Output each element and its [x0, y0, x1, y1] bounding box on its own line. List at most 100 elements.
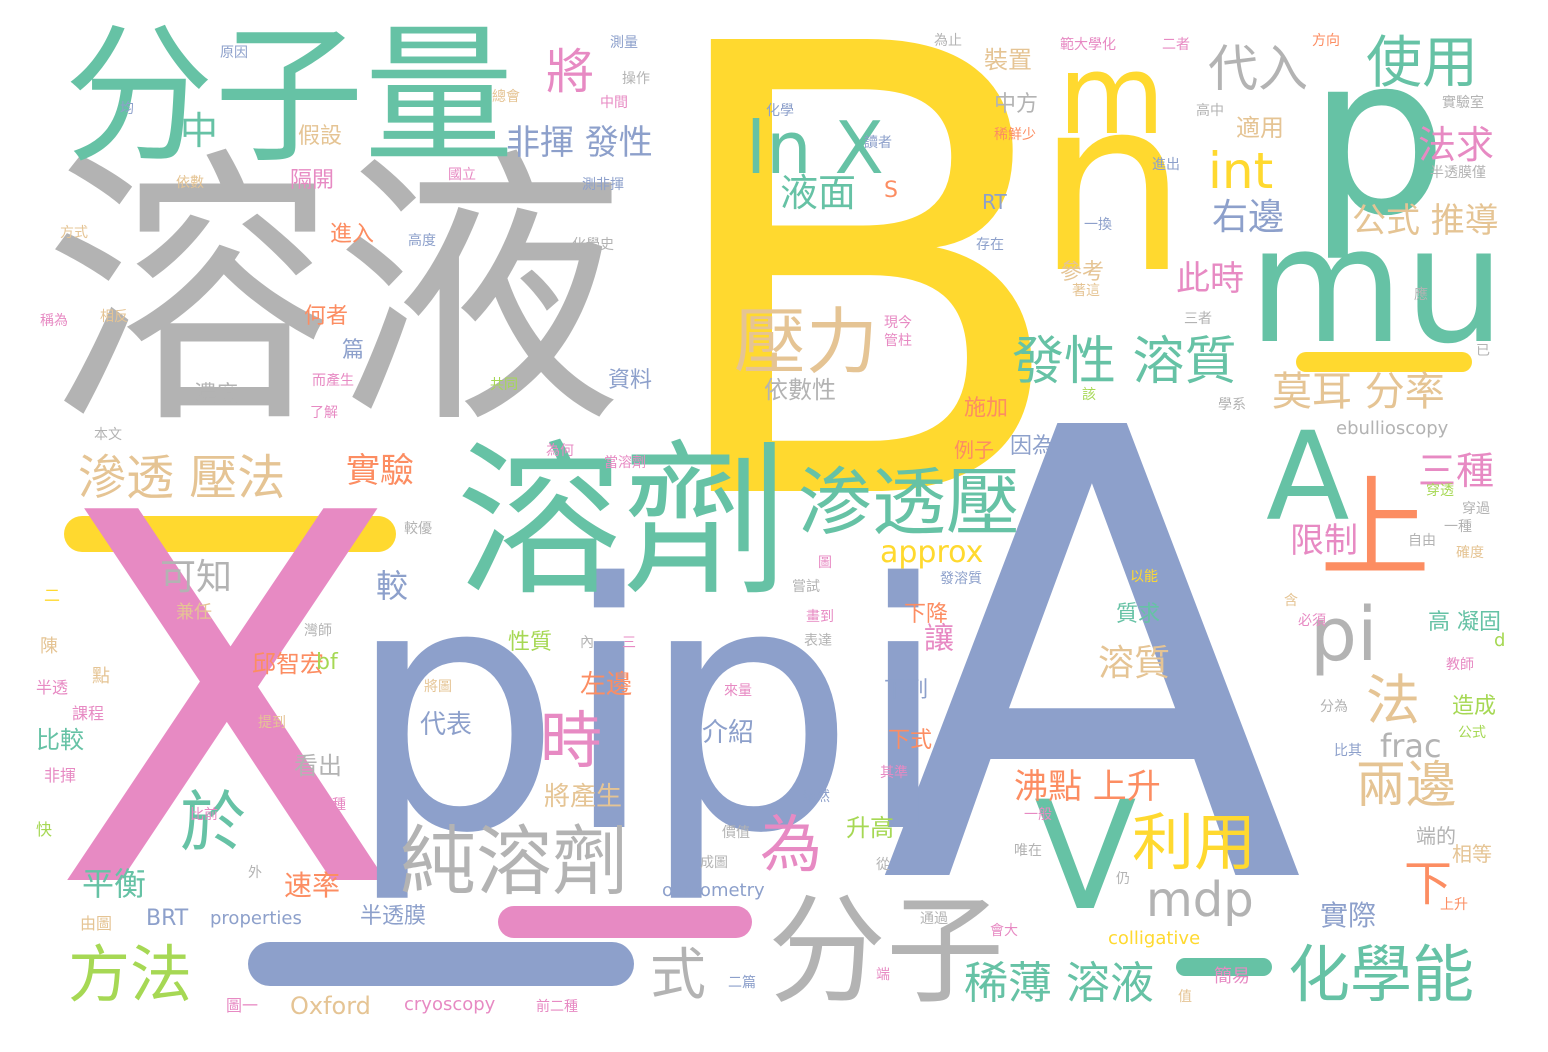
word: 稀薄 溶液 — [964, 958, 1154, 1009]
word: 三 — [622, 635, 636, 651]
word: 穿透 — [1426, 483, 1454, 499]
word: 必須 — [1298, 613, 1326, 629]
word: pi — [640, 512, 951, 908]
word: 例子 — [954, 438, 994, 462]
word: 分子 — [768, 882, 1005, 1020]
word: 依數性 — [764, 376, 836, 404]
word: 簡易 — [1214, 966, 1250, 987]
word: X — [52, 408, 402, 1001]
word: 為何 — [546, 443, 574, 459]
word: 陳 — [40, 636, 58, 657]
word: 依數 — [176, 175, 204, 191]
word: 代表 — [420, 710, 473, 740]
word: 方法 — [68, 938, 193, 1011]
word: 外 — [248, 865, 262, 881]
word: 提到 — [258, 715, 286, 731]
word: 穿過 — [1462, 501, 1490, 517]
word: 下列 — [884, 678, 929, 703]
word: 現今 — [884, 315, 912, 331]
word: 此時 — [1176, 259, 1244, 299]
word: 一般 — [1024, 807, 1052, 823]
word: 沸點 上升 — [1014, 767, 1161, 807]
word: 化學史 — [572, 237, 614, 253]
word: 渗透壓 — [798, 460, 1020, 546]
word: 嘗試 — [792, 579, 820, 595]
word: 上 — [1320, 465, 1430, 593]
word: 一種 — [1444, 519, 1472, 535]
word: properties — [210, 908, 302, 929]
word: 唯在 — [1014, 843, 1042, 859]
word: 圖一 — [226, 996, 259, 1015]
word: 高中 — [1196, 103, 1224, 119]
word: BRT — [146, 906, 189, 931]
word: 限制 — [1290, 521, 1358, 561]
word: ln X — [746, 106, 884, 190]
word: 三種 — [1418, 449, 1495, 493]
word: 其準 — [880, 765, 908, 781]
word: 進入 — [330, 222, 375, 247]
word: 濃度 — [194, 382, 239, 407]
word: pi — [1310, 592, 1378, 678]
word: 式 — [650, 943, 706, 1008]
word: 看出 — [294, 752, 342, 780]
word: 參考 — [1060, 260, 1105, 285]
word: 可知 — [160, 557, 233, 598]
word: 教師 — [1446, 657, 1474, 673]
word: 學系 — [1218, 397, 1246, 413]
word: 灣師 — [304, 623, 332, 639]
word: frac — [1380, 727, 1442, 765]
word: 比較 — [36, 726, 84, 754]
word: 而產生 — [312, 373, 354, 389]
word: 較 — [376, 567, 409, 605]
word: 裝置 — [984, 46, 1032, 74]
word: 二篇 — [728, 975, 756, 991]
word: 非揮 發性 — [506, 123, 653, 163]
word: 課程 — [72, 704, 105, 723]
word: 二 — [44, 586, 61, 605]
word: 比前 — [190, 807, 218, 823]
word: 稱為 — [40, 313, 68, 329]
word: 一換 — [1084, 217, 1112, 233]
word: 相等 — [1452, 842, 1492, 866]
word: 本文 — [94, 427, 122, 443]
pink-stroke-bottom — [498, 906, 752, 938]
word: Oxford — [290, 992, 371, 1020]
word: 公式 — [1458, 725, 1486, 741]
word: p — [1308, 8, 1448, 264]
word: 畫到 — [806, 609, 834, 625]
word: 端的 — [1416, 824, 1456, 848]
word: 資料 — [608, 368, 653, 393]
word: 篇 — [342, 338, 365, 363]
word: 內 — [580, 635, 594, 651]
word: 由圖 — [80, 914, 113, 933]
word: mdp — [1146, 872, 1254, 928]
word: 相反 — [100, 309, 128, 325]
word: 法 — [1366, 669, 1420, 732]
word: 自由 — [1408, 533, 1436, 549]
word: 中間 — [600, 95, 628, 111]
word: A — [880, 301, 1305, 1022]
word: 共同 — [490, 377, 518, 393]
word: cryoscopy — [404, 994, 496, 1015]
word: 將產生 — [544, 782, 623, 812]
word: colligative — [1108, 928, 1201, 949]
word: 適用 — [1236, 114, 1284, 142]
word: 半透膜 — [360, 904, 427, 929]
word: 圖 — [818, 555, 832, 571]
word: 下降 — [904, 602, 949, 627]
word: ebullioscopy — [1336, 418, 1449, 439]
word: 何者 — [304, 304, 349, 329]
word: 分子量 — [64, 10, 515, 184]
word: 進出 — [1152, 157, 1180, 173]
yellow-stroke-left — [64, 516, 396, 552]
word: 平衡 — [82, 865, 147, 903]
word: 中方 — [994, 92, 1039, 117]
word: 實驗 — [346, 451, 414, 491]
word: V — [1034, 770, 1137, 944]
word: 表達 — [804, 633, 832, 649]
word: 以能 — [1130, 569, 1158, 585]
word: 國立 — [448, 167, 476, 183]
word: 發溶質 — [940, 571, 982, 587]
word: 二者 — [1162, 37, 1190, 53]
word: n — [1036, 46, 1189, 326]
